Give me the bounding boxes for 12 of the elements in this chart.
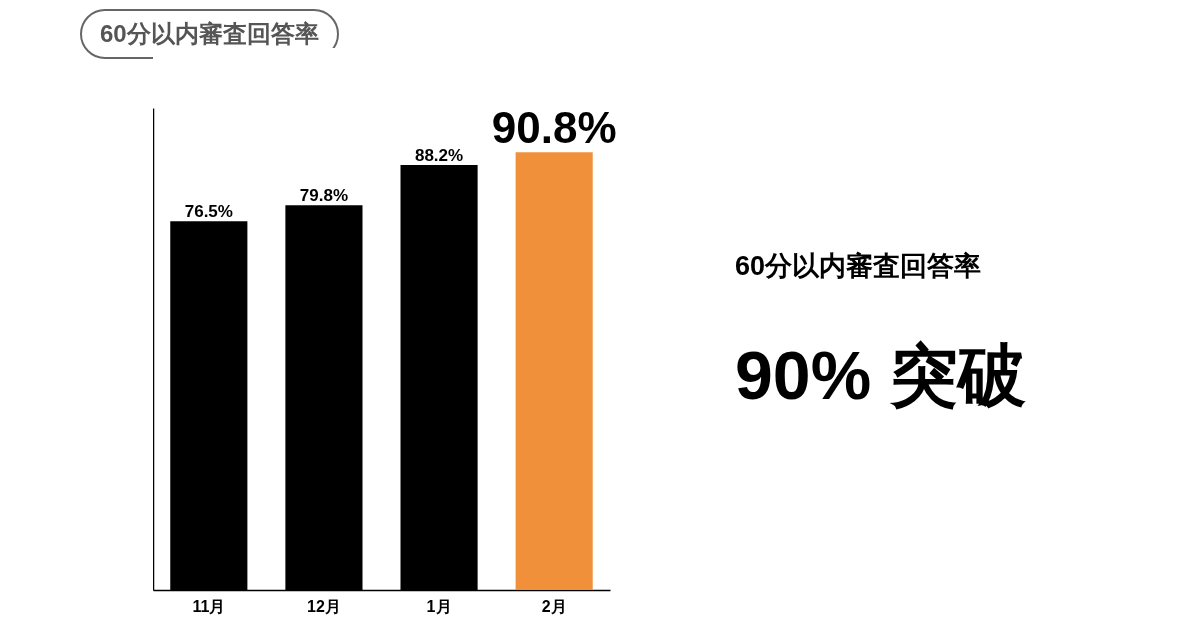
bar xyxy=(515,152,593,590)
text: 60分以内審査回答率 xyxy=(735,250,982,283)
data-label: 79.8% xyxy=(299,186,349,206)
x-tick-label: 12月 xyxy=(307,597,341,615)
data-label: 90.8% xyxy=(491,103,617,153)
text: 90% 突破 xyxy=(735,336,1026,415)
x-tick-label: 1月 xyxy=(426,597,452,615)
x-tick-label: 2月 xyxy=(541,597,567,615)
data-label: 76.5% xyxy=(184,202,233,222)
data-label: 88.2% xyxy=(414,145,464,165)
chart-title: 60分以内審査回答率 xyxy=(80,9,339,59)
x-tick-label: 11月 xyxy=(192,597,226,615)
